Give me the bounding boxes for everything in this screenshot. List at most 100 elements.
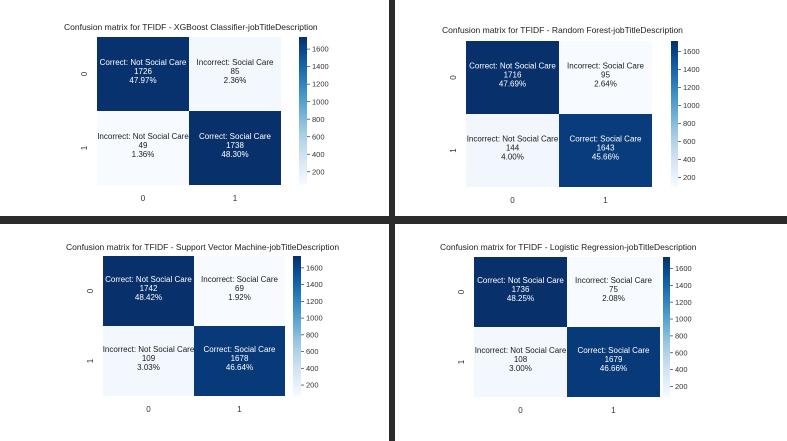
colorbar <box>663 257 670 397</box>
cell-label: Incorrect: Not Social Care <box>103 345 195 354</box>
chart-panel-xgboost: Confusion matrix for TFIDF - XGBoost Cla… <box>0 0 389 216</box>
heatmap-cell-0-0 <box>103 256 194 326</box>
x-tick-label: 0 <box>518 406 523 415</box>
chart-title: Confusion matrix for TFIDF - Support Vec… <box>66 242 339 252</box>
colorbar-tick-label: 1200 <box>312 80 329 89</box>
x-tick-label: 0 <box>510 196 515 205</box>
cell-count: 85 <box>231 67 240 76</box>
cell-label: Incorrect: Social Care <box>575 276 652 285</box>
colorbar-tick-label: 200 <box>683 173 696 182</box>
x-tick-label: 0 <box>146 405 151 414</box>
colorbar-tick-label: 1400 <box>312 62 329 71</box>
cell-percent: 1.92% <box>228 293 251 302</box>
colorbar-tick-label: 800 <box>312 115 325 124</box>
cell-percent: 47.69% <box>499 80 526 89</box>
colorbar-tick-label: 1200 <box>675 298 692 307</box>
cell-percent: 2.64% <box>594 80 617 89</box>
cell-percent: 48.25% <box>507 294 534 303</box>
cell-count: 1643 <box>597 144 615 153</box>
chart-panel-svm: Confusion matrix for TFIDF - Support Vec… <box>0 224 389 441</box>
x-tick-label: 1 <box>233 194 238 203</box>
cell-count: 1679 <box>605 355 623 364</box>
colorbar-tick-label: 1400 <box>306 280 323 289</box>
colorbar-tick-label: 1000 <box>312 97 329 106</box>
colorbar-tick-label: 1600 <box>683 47 700 56</box>
colorbar-tick-label: 1600 <box>675 264 692 273</box>
heatmap-cell-1-1 <box>189 111 281 185</box>
colorbar-tick-label: 400 <box>675 365 688 374</box>
colorbar-tick-label: 1400 <box>683 65 700 74</box>
cell-label: Correct: Not Social Care <box>469 62 556 71</box>
cell-count: 1738 <box>226 141 244 150</box>
colorbar-tick-label: 800 <box>675 331 688 340</box>
y-tick-label: 0 <box>449 75 458 80</box>
y-tick-label: 0 <box>80 71 89 76</box>
cell-percent: 46.64% <box>226 363 253 372</box>
heatmap-cell-0-1 <box>189 37 281 111</box>
heatmap-cell-1-0 <box>466 114 559 187</box>
colorbar-tick-label: 200 <box>312 167 325 176</box>
y-tick-label: 1 <box>457 359 466 364</box>
cell-count: 108 <box>514 355 528 364</box>
cell-percent: 4.00% <box>501 153 524 162</box>
chart-panel-random-forest: Confusion matrix for TFIDF - Random Fore… <box>395 0 787 216</box>
cell-label: Incorrect: Not Social Care <box>467 135 559 144</box>
heatmap-cell-0-1 <box>559 41 652 114</box>
cell-count: 109 <box>142 354 156 363</box>
cell-label: Incorrect: Social Care <box>197 58 274 67</box>
heatmap-cell-1-0 <box>103 326 194 396</box>
colorbar-tick-label: 1400 <box>675 281 692 290</box>
colorbar-tick-label: 400 <box>683 155 696 164</box>
cell-label: Correct: Social Care <box>577 346 650 355</box>
y-tick-label: 1 <box>80 145 89 150</box>
chart-title: Confusion matrix for TFIDF - XGBoost Cla… <box>64 22 318 32</box>
colorbar <box>299 37 307 185</box>
colorbar-tick-label: 400 <box>312 150 325 159</box>
colorbar-tick-label: 600 <box>683 137 696 146</box>
heatmap-cell-0-1 <box>567 257 660 327</box>
colorbar-tick-label: 1600 <box>306 263 323 272</box>
cell-count: 1726 <box>134 67 152 76</box>
x-tick-label: 1 <box>603 196 608 205</box>
cell-label: Correct: Social Care <box>203 345 276 354</box>
cell-label: Correct: Not Social Care <box>105 275 192 284</box>
confusion-matrix-chart: Confusion matrix for TFIDF - Logistic Re… <box>440 242 697 415</box>
colorbar-tick-label: 600 <box>675 348 688 357</box>
cell-label: Correct: Social Care <box>199 132 272 141</box>
colorbar-tick-label: 600 <box>312 132 325 141</box>
colorbar-tick-label: 1000 <box>306 314 323 323</box>
colorbar-tick-label: 200 <box>306 381 319 390</box>
y-tick-label: 1 <box>86 358 95 363</box>
cell-percent: 46.66% <box>600 364 627 373</box>
cell-percent: 2.08% <box>602 294 625 303</box>
x-tick-label: 1 <box>611 406 616 415</box>
colorbar-tick-label: 800 <box>306 330 319 339</box>
cell-label: Incorrect: Social Care <box>201 275 278 284</box>
colorbar-tick-label: 400 <box>306 364 319 373</box>
heatmap-cell-0-0 <box>474 257 567 327</box>
cell-percent: 48.30% <box>221 150 248 159</box>
y-tick-label: 0 <box>457 289 466 294</box>
colorbar <box>293 256 301 396</box>
colorbar-tick-label: 1000 <box>675 315 692 324</box>
heatmap-cell-0-0 <box>97 37 189 111</box>
colorbar <box>671 41 678 187</box>
cell-count: 75 <box>609 285 618 294</box>
y-tick-label: 1 <box>449 148 458 153</box>
cell-label: Correct: Not Social Care <box>100 58 187 67</box>
heatmap-cell-1-0 <box>97 111 189 185</box>
heatmap-cell-1-1 <box>559 114 652 187</box>
heatmap-cell-1-1 <box>567 327 660 397</box>
cell-count: 1742 <box>140 284 158 293</box>
cell-percent: 48.42% <box>135 293 162 302</box>
heatmap-cell-1-0 <box>474 327 567 397</box>
cell-percent: 47.97% <box>129 76 156 85</box>
cell-label: Incorrect: Social Care <box>567 62 644 71</box>
heatmap-cell-0-1 <box>194 256 285 326</box>
cell-percent: 3.00% <box>509 364 532 373</box>
colorbar-tick-label: 1000 <box>683 101 700 110</box>
confusion-matrix-chart: Confusion matrix for TFIDF - Support Vec… <box>66 242 339 414</box>
confusion-matrix-chart: Confusion matrix for TFIDF - XGBoost Cla… <box>64 22 329 203</box>
x-tick-label: 1 <box>237 405 242 414</box>
colorbar-tick-label: 600 <box>306 347 319 356</box>
